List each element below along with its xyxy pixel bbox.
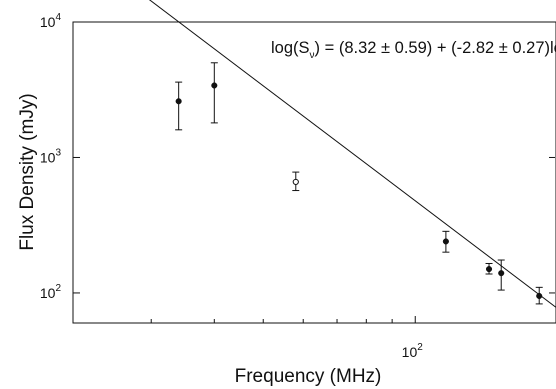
data-point	[175, 81, 183, 131]
x-axis-label: Frequency (MHz)	[235, 366, 382, 387]
y-axis-label: Flux Density (mJy)	[17, 93, 38, 250]
y-tick-label: 104	[40, 12, 62, 30]
y-tick-label: 102	[40, 283, 62, 301]
fit-line-group	[148, 0, 556, 308]
data-point	[485, 262, 493, 275]
point-marker	[536, 292, 543, 300]
axis-ticks: 102 102 103 104	[40, 12, 555, 360]
point-marker	[175, 98, 182, 105]
data-point	[210, 62, 218, 124]
data-point	[292, 171, 300, 192]
point-marker	[211, 82, 218, 89]
point-marker	[498, 270, 505, 277]
fit-line	[148, 0, 556, 308]
data-point	[442, 230, 450, 253]
y-tick-label: 103	[40, 147, 62, 165]
annotation-equation: log(Sν) = (8.32 ± 0.59) + (-2.82 ± 0.27)…	[271, 39, 556, 61]
point-marker-open	[292, 178, 299, 186]
plot-frame	[72, 21, 556, 324]
point-marker	[442, 238, 449, 245]
data-point	[497, 259, 505, 291]
data-point	[535, 286, 543, 305]
data-points	[175, 62, 543, 305]
point-marker	[485, 266, 493, 273]
x-tick-label: 102	[402, 342, 424, 360]
